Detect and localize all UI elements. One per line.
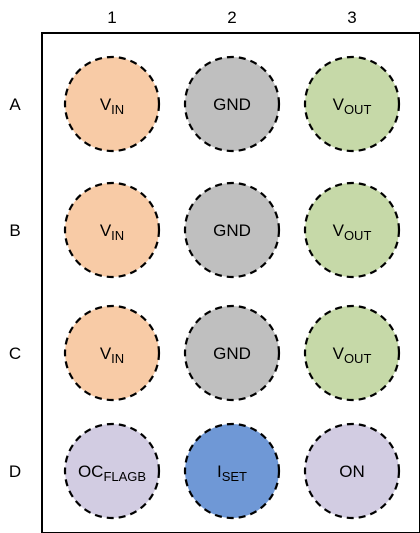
pin-circle — [63, 55, 161, 153]
column-labels: 1 2 3 — [107, 8, 356, 27]
pin-circle — [63, 181, 161, 279]
pin-label: VOUT — [333, 221, 372, 243]
pin-label-subscript: OUT — [344, 102, 372, 117]
pin-label: VIN — [100, 95, 124, 117]
pin-circle — [183, 422, 281, 520]
pin-label: GND — [213, 344, 251, 363]
pin-circle — [183, 304, 281, 402]
row-label-a: A — [9, 95, 21, 114]
pin-a1: VIN — [63, 55, 161, 153]
pin-circle — [63, 422, 161, 520]
pin-circle — [303, 55, 401, 153]
pin-label: ISET — [217, 462, 247, 484]
pin-circle — [183, 181, 281, 279]
row-label-b: B — [9, 221, 20, 240]
pin-label: OCFLAGB — [78, 462, 146, 484]
pin-label: GND — [213, 221, 251, 240]
pin-label-subscript: OUT — [344, 228, 372, 243]
pin-a2: GND — [183, 55, 281, 153]
pin-label-main: GND — [213, 344, 251, 363]
pin-label: VOUT — [333, 344, 372, 366]
pin-label: VIN — [100, 344, 124, 366]
row-labels: A B C D — [9, 95, 21, 481]
column-label-3: 3 — [347, 8, 356, 27]
pin-d2: ISET — [183, 422, 281, 520]
pin-circle — [183, 55, 281, 153]
pin-label-main: V — [100, 95, 112, 114]
pin-label: VIN — [100, 221, 124, 243]
column-label-2: 2 — [227, 8, 236, 27]
pin-circle — [303, 422, 401, 520]
pin-label-main: V — [100, 344, 112, 363]
pin-label-subscript: IN — [111, 228, 124, 243]
pin-label-main: ON — [339, 462, 365, 481]
pin-label: ON — [339, 462, 365, 481]
pin-label-subscript: OUT — [344, 351, 372, 366]
pin-label-subscript: IN — [111, 351, 124, 366]
pin-label-main: GND — [213, 95, 251, 114]
pin-b3: VOUT — [303, 181, 401, 279]
package-outline — [41, 32, 420, 533]
pin-label-main: V — [333, 221, 345, 240]
pin-label-main: V — [333, 344, 345, 363]
pin-label-main: V — [333, 95, 345, 114]
pin-c2: GND — [183, 304, 281, 402]
pin-label-main: I — [217, 462, 222, 481]
pin-label-main: V — [100, 221, 112, 240]
pin-b2: GND — [183, 181, 281, 279]
pin-label: GND — [213, 95, 251, 114]
pin-label-subscript: SET — [222, 469, 247, 484]
pin-b1: VIN — [63, 181, 161, 279]
pin-label-main: OC — [78, 462, 104, 481]
pin-d1: OCFLAGB — [63, 422, 161, 520]
pin-label-subscript: IN — [111, 102, 124, 117]
pin-a3: VOUT — [303, 55, 401, 153]
row-label-d: D — [9, 462, 21, 481]
pin-d3: ON — [303, 422, 401, 520]
pin-label: VOUT — [333, 95, 372, 117]
pin-circle — [303, 181, 401, 279]
pin-c1: VIN — [63, 304, 161, 402]
row-label-c: C — [9, 344, 21, 363]
pin-label-subscript: FLAGB — [103, 469, 146, 484]
pin-c3: VOUT — [303, 304, 401, 402]
pin-label-main: GND — [213, 221, 251, 240]
pin-circle — [303, 304, 401, 402]
pin-circle — [63, 304, 161, 402]
column-label-1: 1 — [107, 8, 116, 27]
